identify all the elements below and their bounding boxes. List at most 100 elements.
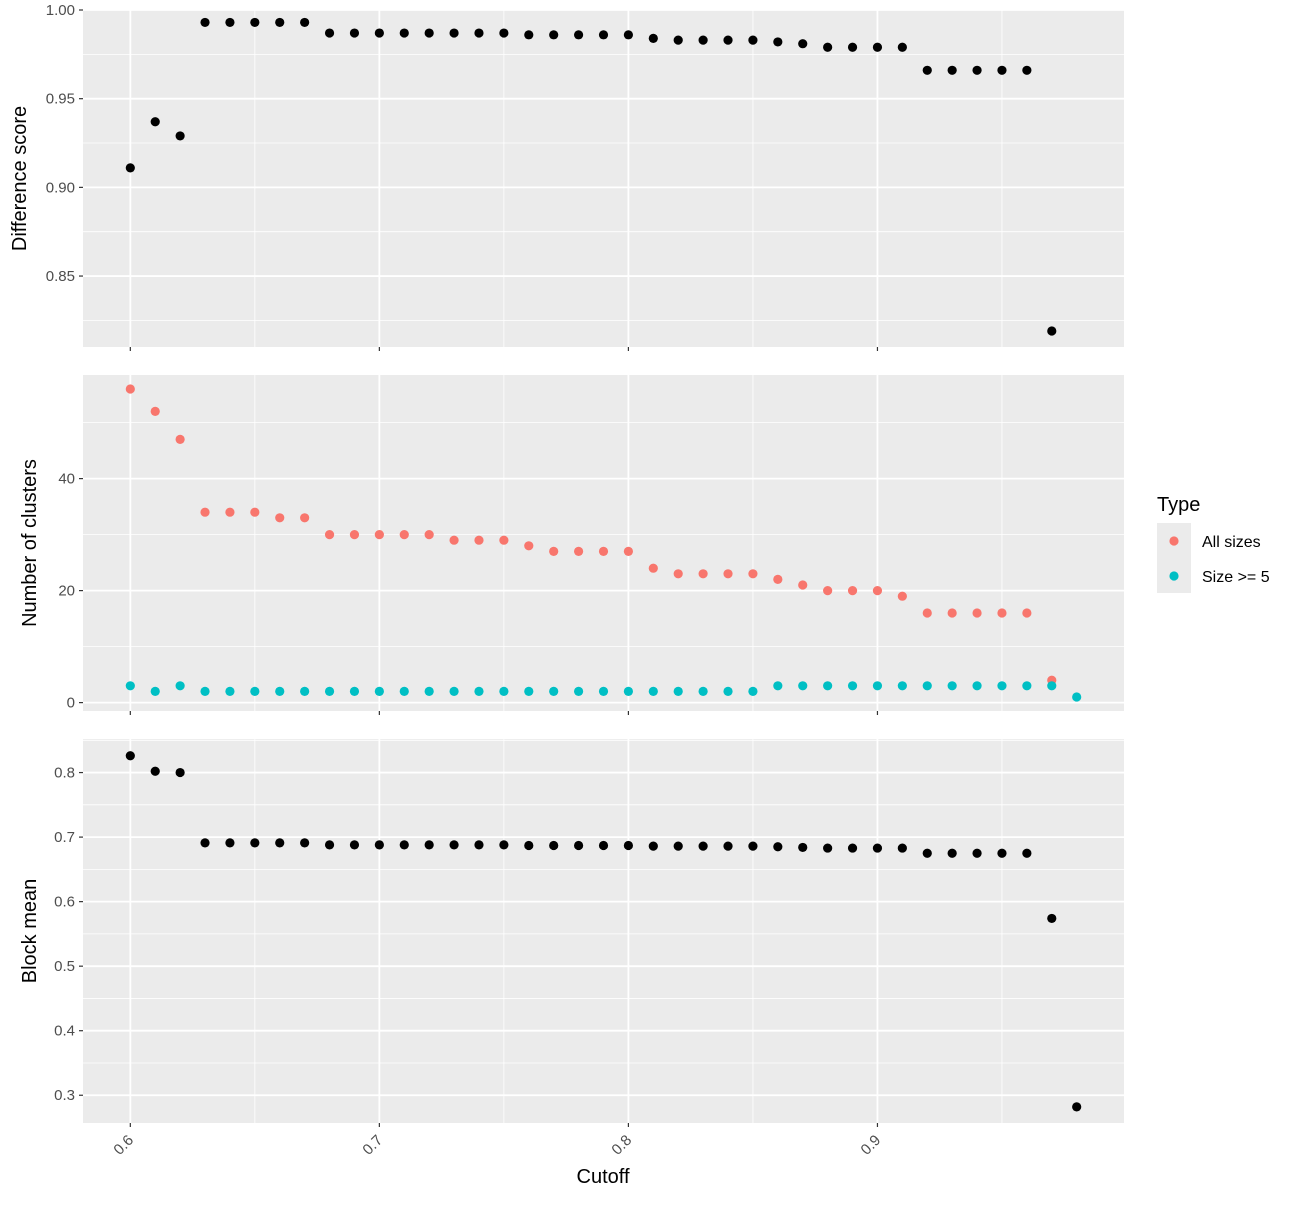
x-tick-label: 0.7 (359, 1132, 386, 1159)
legend: Type All sizes Size >= 5 (1157, 494, 1270, 593)
data-point (922, 608, 932, 618)
y-tick-label: 40 (58, 471, 75, 488)
data-point (275, 17, 285, 28)
data-point (499, 535, 509, 545)
data-point (1047, 326, 1057, 336)
data-point (399, 840, 409, 850)
data-point (872, 681, 883, 691)
data-point (847, 681, 858, 691)
data-point (673, 569, 683, 579)
data-point (300, 513, 310, 523)
data-point (648, 563, 658, 573)
data-point (399, 686, 409, 697)
data-point (698, 841, 708, 851)
data-point (872, 586, 883, 596)
data-point (798, 842, 808, 853)
data-point (773, 681, 783, 691)
data-point (723, 841, 733, 851)
data-point (947, 848, 957, 858)
data-point (549, 546, 559, 557)
data-point (474, 28, 484, 38)
data-point (598, 546, 609, 557)
data-point (947, 65, 957, 75)
panel-background (83, 10, 1124, 347)
data-point (673, 686, 683, 697)
data-point (275, 513, 285, 523)
panel-2: 0 20 40 Number of clusters (19, 375, 1124, 715)
data-point (300, 838, 310, 848)
x-tick-label: 0.9 (858, 1132, 885, 1159)
data-point (150, 686, 160, 697)
data-point (449, 686, 459, 697)
data-point (474, 840, 484, 850)
data-point (798, 39, 808, 49)
data-point (922, 65, 932, 75)
data-point (847, 586, 858, 596)
data-point (499, 840, 509, 850)
data-point (648, 841, 658, 851)
data-point (598, 30, 609, 40)
data-point (474, 686, 484, 697)
data-point (847, 42, 858, 52)
data-point (449, 535, 459, 545)
data-point (748, 841, 758, 851)
data-point (823, 42, 833, 52)
data-point (847, 843, 858, 853)
data-point (374, 686, 384, 697)
data-point (424, 840, 434, 850)
data-point (200, 507, 210, 517)
data-point (623, 840, 634, 851)
data-point (125, 751, 135, 761)
data-point (897, 843, 907, 853)
data-point (275, 686, 285, 697)
y-tick-label: 0.3 (54, 1087, 75, 1104)
x-axis-title: Cutoff (577, 1166, 630, 1188)
x-tick-label: 0.6 (110, 1132, 137, 1159)
data-point (997, 848, 1007, 858)
data-point (349, 840, 360, 850)
data-point (250, 838, 260, 848)
data-point (947, 608, 957, 618)
data-point (823, 843, 833, 853)
data-point (573, 30, 584, 40)
data-point (349, 530, 360, 540)
data-point (524, 840, 534, 851)
data-point (1047, 913, 1057, 924)
data-point (598, 840, 609, 851)
data-point (349, 28, 360, 38)
data-point (997, 65, 1007, 75)
y-tick-label: 0.90 (46, 179, 75, 196)
data-point (773, 574, 783, 585)
data-point (673, 35, 683, 45)
y-axis-title: Block mean (19, 879, 41, 984)
data-point (275, 838, 285, 848)
data-point (997, 681, 1007, 691)
data-point (449, 840, 459, 850)
data-point (524, 686, 534, 697)
data-point (798, 681, 808, 691)
data-point (723, 569, 733, 579)
panel-background (83, 739, 1124, 1123)
data-point (897, 42, 907, 52)
y-tick-label: 0.5 (54, 958, 75, 975)
data-point (200, 838, 210, 848)
data-point (1072, 692, 1082, 702)
data-point (125, 163, 135, 173)
data-point (823, 586, 833, 596)
panel-background (83, 375, 1124, 711)
data-point (623, 546, 634, 557)
panel-1: 0.85 0.90 0.95 1.00 Difference score (9, 2, 1124, 351)
y-tick-label: 0.85 (46, 268, 75, 285)
data-point (300, 686, 310, 697)
data-point (798, 580, 808, 590)
data-point (175, 131, 185, 141)
data-point (250, 507, 260, 517)
data-point (474, 535, 484, 545)
legend-key-background (1157, 523, 1191, 593)
data-point (623, 30, 634, 40)
data-point (225, 17, 235, 28)
data-point (150, 766, 160, 776)
data-point (175, 681, 185, 691)
